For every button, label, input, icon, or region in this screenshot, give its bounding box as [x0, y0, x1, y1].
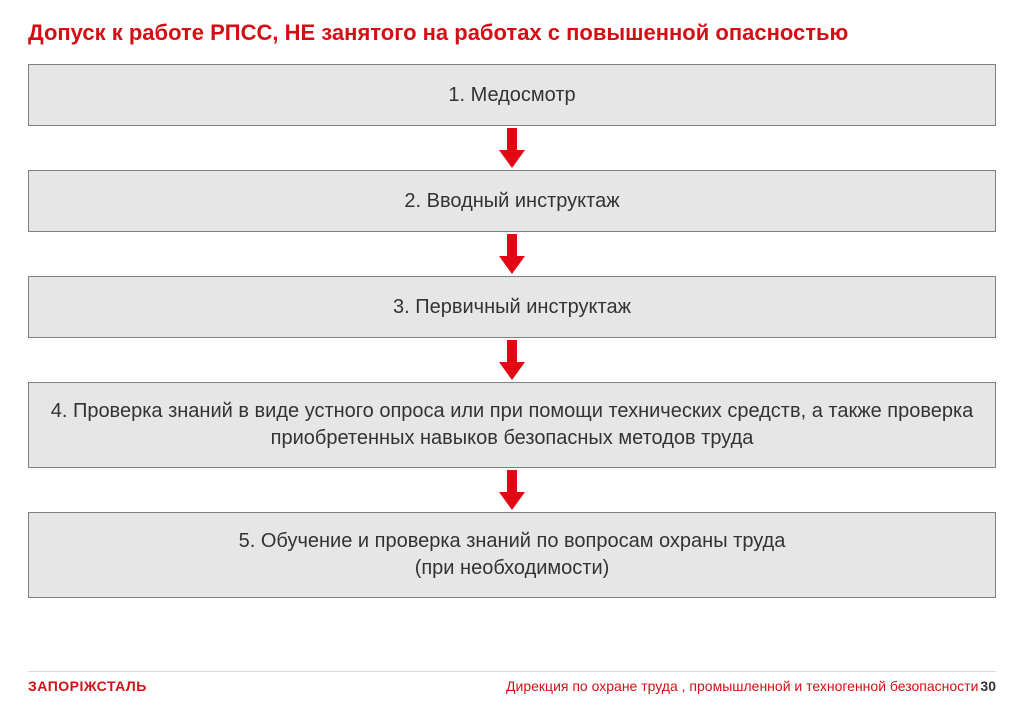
- flow-step: 3. Первичный инструктаж: [28, 276, 996, 338]
- footer: ЗАПОРІЖСТАЛЬ Дирекция по охране труда , …: [28, 671, 996, 694]
- page-number: 30: [980, 678, 996, 694]
- flow-step: 1. Медосмотр: [28, 64, 996, 126]
- flow-step: 2. Вводный инструктаж: [28, 170, 996, 232]
- flow-step-label: 5. Обучение и проверка знаний по вопроса…: [239, 528, 786, 582]
- flow-step-label: 3. Первичный инструктаж: [393, 294, 631, 321]
- flow-step-label: 2. Вводный инструктаж: [404, 188, 619, 215]
- page-title: Допуск к работе РПСС, НЕ занятого на раб…: [28, 20, 996, 46]
- flow-step: 5. Обучение и проверка знаний по вопроса…: [28, 512, 996, 598]
- flowchart: 1. Медосмотр 2. Вводный инструктаж 3. Перв…: [28, 64, 996, 598]
- brand-logo-text: ЗАПОРІЖСТАЛЬ: [28, 678, 147, 694]
- flow-arrow-icon: [28, 126, 996, 170]
- flow-step: 4. Проверка знаний в виде устного опроса…: [28, 382, 996, 468]
- footer-divider: [28, 671, 996, 672]
- flow-arrow-icon: [28, 338, 996, 382]
- flow-arrow-icon: [28, 232, 996, 276]
- footer-department: Дирекция по охране труда , промышленной …: [506, 678, 978, 694]
- flow-step-label: 4. Проверка знаний в виде устного опроса…: [47, 398, 977, 452]
- flow-arrow-icon: [28, 468, 996, 512]
- flow-step-label: 1. Медосмотр: [448, 82, 575, 109]
